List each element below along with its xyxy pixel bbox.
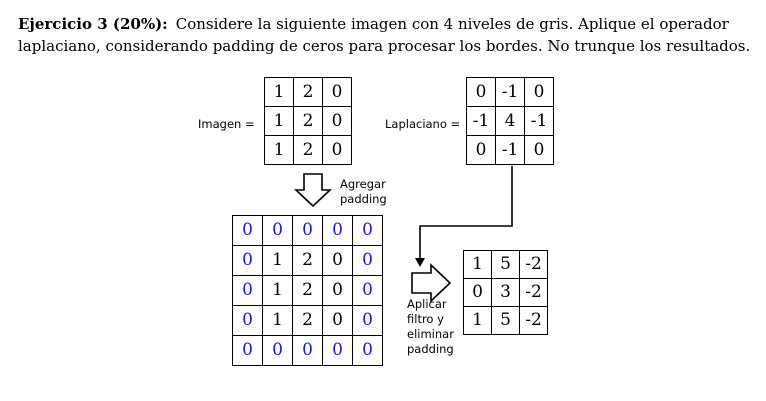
- matrix-cell: 2: [292, 245, 323, 276]
- image-matrix: 1 2 0 1 2 0 1 2 0: [264, 77, 352, 165]
- padding-label-line2: padding: [340, 192, 387, 206]
- matrix-cell: -1: [524, 106, 554, 136]
- connector-arrowhead-icon: [415, 258, 425, 267]
- exercise-statement: Ejercicio 3 (20%): Considere la siguiente…: [18, 13, 753, 57]
- padding-cell: 0: [352, 245, 383, 276]
- padding-cell: 0: [352, 275, 383, 306]
- matrix-cell: 0: [322, 135, 352, 165]
- matrix-row: 0 -1 0: [466, 135, 554, 165]
- matrix-row: 0 -1 0: [466, 77, 554, 107]
- matrix-cell: 1: [262, 245, 293, 276]
- matrix-row: 1 2 0: [264, 77, 352, 107]
- matrix-cell: 1: [264, 135, 294, 165]
- matrix-cell: -2: [519, 278, 548, 307]
- matrix-row: 1 2 0: [264, 135, 352, 165]
- padding-cell: 0: [232, 305, 263, 336]
- padding-cell: 0: [232, 215, 263, 246]
- matrix-row: 0 1 2 0 0: [232, 275, 383, 306]
- matrix-cell: 0: [322, 275, 353, 306]
- matrix-row: 1 2 0: [264, 106, 352, 136]
- result-matrix: 1 5 -2 0 3 -2 1 5 -2: [463, 250, 548, 335]
- matrix-row: 0 0 0 0 0: [232, 215, 383, 246]
- right-arrow-icon: [411, 263, 452, 303]
- padding-cell: 0: [352, 215, 383, 246]
- filter-step-label: Aplicar filtro y eliminar padding: [407, 297, 454, 357]
- padding-cell: 0: [292, 335, 323, 366]
- matrix-row: 0 0 0 0 0: [232, 335, 383, 366]
- matrix-cell: -1: [495, 77, 525, 107]
- down-arrow-icon: [293, 173, 333, 208]
- filter-label-line2: filtro y: [407, 312, 444, 326]
- matrix-cell: 5: [491, 250, 520, 279]
- matrix-cell: 1: [264, 77, 294, 107]
- matrix-cell: 0: [524, 77, 554, 107]
- matrix-cell: -2: [519, 250, 548, 279]
- matrix-cell: 2: [293, 135, 323, 165]
- matrix-cell: 0: [463, 278, 492, 307]
- filter-label-line1: Aplicar: [407, 297, 447, 311]
- matrix-cell: 5: [491, 306, 520, 335]
- padding-step-label: Agregar padding: [340, 177, 387, 207]
- padding-cell: 0: [352, 305, 383, 336]
- filter-label-line4: padding: [407, 342, 454, 356]
- matrix-row: 0 1 2 0 0: [232, 245, 383, 276]
- padding-cell: 0: [322, 215, 353, 246]
- padding-cell: 0: [262, 335, 293, 366]
- image-matrix-label: Imagen =: [198, 117, 255, 131]
- laplacian-matrix: 0 -1 0 -1 4 -1 0 -1 0: [466, 77, 554, 165]
- matrix-row: 1 5 -2: [463, 250, 548, 279]
- matrix-cell: 0: [322, 305, 353, 336]
- padding-cell: 0: [322, 335, 353, 366]
- matrix-cell: 1: [463, 250, 492, 279]
- exercise-text-line1: Considere la siguiente imagen con 4 nive…: [175, 15, 729, 33]
- matrix-cell: 1: [262, 275, 293, 306]
- laplacian-matrix-label: Laplaciano =: [385, 117, 461, 131]
- filter-label-line3: eliminar: [407, 327, 454, 341]
- padding-cell: 0: [352, 335, 383, 366]
- matrix-cell: -1: [466, 106, 496, 136]
- matrix-cell: 2: [293, 77, 323, 107]
- matrix-cell: 0: [322, 106, 352, 136]
- exercise-heading: Ejercicio 3 (20%):: [18, 15, 168, 33]
- matrix-cell: 0: [466, 77, 496, 107]
- matrix-cell: 0: [524, 135, 554, 165]
- padding-cell: 0: [232, 335, 263, 366]
- matrix-cell: 1: [463, 306, 492, 335]
- padded-matrix: 0 0 0 0 0 0 1 2 0 0 0 1 2 0 0 0 1 2 0 0 …: [232, 215, 383, 366]
- matrix-row: 0 3 -2: [463, 278, 548, 307]
- matrix-cell: 1: [262, 305, 293, 336]
- connector-line: [419, 166, 513, 262]
- matrix-cell: 2: [292, 275, 323, 306]
- padding-cell: 0: [262, 215, 293, 246]
- matrix-cell: 3: [491, 278, 520, 307]
- matrix-row: -1 4 -1: [466, 106, 554, 136]
- padding-cell: 0: [292, 215, 323, 246]
- padding-cell: 0: [232, 245, 263, 276]
- matrix-cell: 0: [322, 77, 352, 107]
- padding-label-line1: Agregar: [340, 177, 386, 191]
- padding-cell: 0: [232, 275, 263, 306]
- matrix-row: 1 5 -2: [463, 306, 548, 335]
- exercise-text-line2: laplaciano, considerando padding de cero…: [18, 37, 751, 55]
- matrix-cell: 0: [322, 245, 353, 276]
- matrix-cell: 2: [292, 305, 323, 336]
- matrix-cell: -2: [519, 306, 548, 335]
- matrix-row: 0 1 2 0 0: [232, 305, 383, 336]
